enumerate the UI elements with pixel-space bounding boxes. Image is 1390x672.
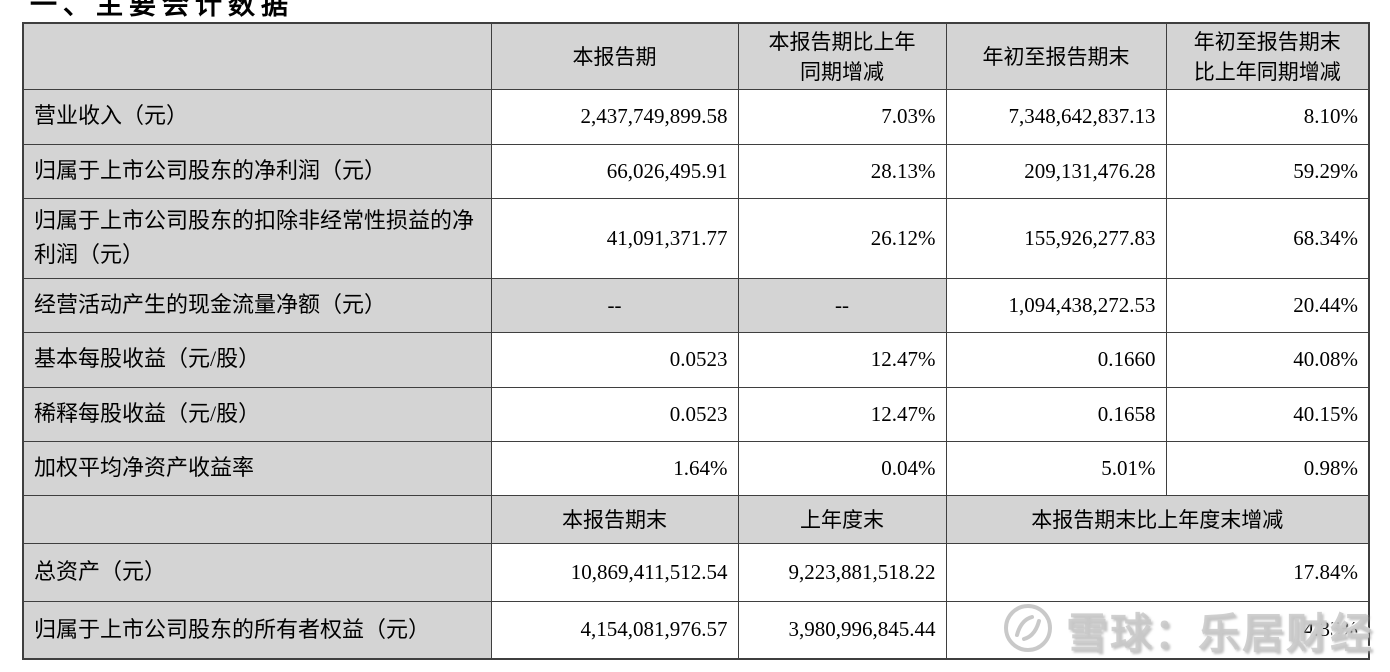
cell-value: 7.03%	[737, 88, 947, 145]
row-label: 总资产（元）	[22, 542, 492, 602]
cell-value: 4,154,081,976.57	[490, 600, 739, 660]
clipped-section-heading: 一、主要会计数据	[30, 0, 294, 20]
cell-value: 209,131,476.28	[945, 143, 1167, 199]
cell-value: 1.64%	[490, 440, 739, 496]
cell-value: 0.98%	[1165, 440, 1370, 496]
cell-value: 0.0523	[490, 331, 739, 388]
table-row: 经营活动产生的现金流量净额（元） -- -- 1,094,438,272.53 …	[22, 277, 1370, 333]
cell-value: 10,869,411,512.54	[490, 542, 739, 602]
header-empty-cell	[22, 22, 492, 90]
cell-value: 28.13%	[737, 143, 947, 199]
cell-value: 59.29%	[1165, 143, 1370, 199]
table-row: 加权平均净资产收益率 1.64% 0.04% 5.01% 0.98%	[22, 440, 1370, 496]
financial-summary-table: 本报告期 本报告期比上年 同期增减 年初至报告期末 年初至报告期末 比上年同期增…	[22, 22, 1370, 660]
header-prior-year-end: 上年度末	[737, 494, 947, 544]
row-label: 归属于上市公司股东的净利润（元）	[22, 143, 492, 199]
cell-value: 1,094,438,272.53	[945, 277, 1167, 333]
cell-value-na: --	[490, 277, 739, 333]
cell-value: 40.08%	[1165, 331, 1370, 388]
header-ytd-vs-prior: 年初至报告期末 比上年同期增减	[1165, 22, 1370, 90]
cell-value-na: --	[737, 277, 947, 333]
cell-value: 2,437,749,899.58	[490, 88, 739, 145]
cell-value: 26.12%	[737, 197, 947, 279]
cell-value: 8.10%	[1165, 88, 1370, 145]
cell-value: 0.1658	[945, 386, 1167, 442]
row-label: 经营活动产生的现金流量净额（元）	[22, 277, 492, 333]
cell-value: 40.15%	[1165, 386, 1370, 442]
table-row: 总资产（元） 10,869,411,512.54 9,223,881,518.2…	[22, 542, 1370, 602]
cell-value: 66,026,495.91	[490, 143, 739, 199]
table-header-row-section2: 本报告期末 上年度末 本报告期末比上年度末增减	[22, 494, 1370, 544]
cell-value: 5.01%	[945, 440, 1167, 496]
table-row: 归属于上市公司股东的所有者权益（元） 4,154,081,976.57 3,98…	[22, 600, 1370, 660]
header-end-vs-prior-end: 本报告期末比上年度末增减	[945, 494, 1370, 544]
cell-value: 3,980,996,845.44	[737, 600, 947, 660]
cell-value: 4.35%	[945, 600, 1370, 660]
row-label: 营业收入（元）	[22, 88, 492, 145]
cell-value: 0.0523	[490, 386, 739, 442]
cell-value: 17.84%	[945, 542, 1370, 602]
table-row: 基本每股收益（元/股） 0.0523 12.47% 0.1660 40.08%	[22, 331, 1370, 388]
row-label: 归属于上市公司股东的扣除非经常性损益的净利润（元）	[22, 197, 492, 279]
header-empty-cell	[22, 494, 492, 544]
header-ytd: 年初至报告期末	[945, 22, 1167, 90]
cell-value: 7,348,642,837.13	[945, 88, 1167, 145]
cell-value: 9,223,881,518.22	[737, 542, 947, 602]
row-label: 归属于上市公司股东的所有者权益（元）	[22, 600, 492, 660]
row-label: 加权平均净资产收益率	[22, 440, 492, 496]
table-row: 营业收入（元） 2,437,749,899.58 7.03% 7,348,642…	[22, 88, 1370, 145]
cell-value: 12.47%	[737, 386, 947, 442]
cell-value: 0.04%	[737, 440, 947, 496]
cell-value: 155,926,277.83	[945, 197, 1167, 279]
header-period-end: 本报告期末	[490, 494, 739, 544]
header-current-vs-prior: 本报告期比上年 同期增减	[737, 22, 947, 90]
table-header-row-section1: 本报告期 本报告期比上年 同期增减 年初至报告期末 年初至报告期末 比上年同期增…	[22, 22, 1370, 90]
table-row: 稀释每股收益（元/股） 0.0523 12.47% 0.1658 40.15%	[22, 386, 1370, 442]
table-row: 归属于上市公司股东的净利润（元） 66,026,495.91 28.13% 20…	[22, 143, 1370, 199]
cell-value: 41,091,371.77	[490, 197, 739, 279]
header-current-period: 本报告期	[490, 22, 739, 90]
cell-value: 12.47%	[737, 331, 947, 388]
cell-value: 20.44%	[1165, 277, 1370, 333]
row-label: 基本每股收益（元/股）	[22, 331, 492, 388]
table-row: 归属于上市公司股东的扣除非经常性损益的净利润（元） 41,091,371.77 …	[22, 197, 1370, 279]
cell-value: 0.1660	[945, 331, 1167, 388]
cell-value: 68.34%	[1165, 197, 1370, 279]
row-label: 稀释每股收益（元/股）	[22, 386, 492, 442]
